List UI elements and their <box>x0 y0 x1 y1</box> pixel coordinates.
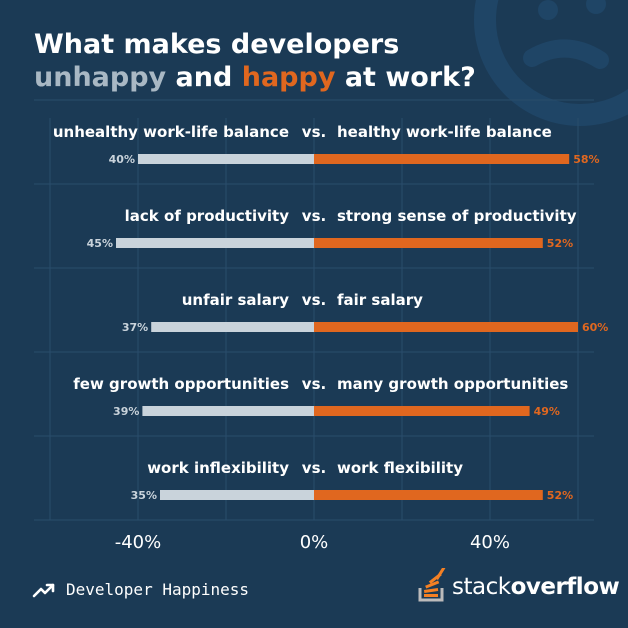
title-line-2: unhappy and happy at work? <box>34 61 476 94</box>
vs-separator: vs. <box>302 459 326 477</box>
stack-overflow-icon <box>418 568 446 602</box>
x-tick-label: 0% <box>300 532 329 553</box>
unhappy-factor-label: unfair salary <box>182 291 289 309</box>
footer: Developer Happiness <box>32 580 249 599</box>
unhappy-value-label: 37% <box>122 321 148 334</box>
happy-factor-label: healthy work-life balance <box>337 123 552 141</box>
happy-value-label: 60% <box>582 321 608 334</box>
logo-word-overflow: overflow <box>510 574 620 600</box>
happy-bar <box>314 154 570 164</box>
logo-text: stackoverflow <box>452 572 620 602</box>
unhappy-bar <box>160 490 314 500</box>
unhappy-bar <box>151 322 314 332</box>
happy-value-label: 49% <box>534 405 560 418</box>
title-happy-word: happy <box>241 62 336 93</box>
x-tick-label: 40% <box>470 532 510 553</box>
chart-title: What makes developers unhappy and happy … <box>34 28 476 94</box>
vs-separator: vs. <box>302 375 326 393</box>
happy-value-label: 52% <box>547 237 573 250</box>
title-tail: at work? <box>335 62 476 93</box>
unhappy-factor-label: lack of productivity <box>125 207 290 225</box>
happy-bar <box>314 322 578 332</box>
happy-factor-label: many growth opportunities <box>337 375 568 393</box>
title-and-word: and <box>166 62 242 93</box>
happy-factor-label: strong sense of productivity <box>337 207 577 225</box>
happy-value-label: 58% <box>573 153 599 166</box>
vs-separator: vs. <box>302 291 326 309</box>
happy-factor-label: work flexibility <box>337 459 463 477</box>
trending-up-icon <box>32 583 55 597</box>
title-unhappy-word: unhappy <box>34 62 167 93</box>
vs-separator: vs. <box>302 207 326 225</box>
happy-factor-label: fair salary <box>337 291 423 309</box>
unhappy-bar <box>142 406 314 416</box>
happy-bar <box>314 238 543 248</box>
unhappy-value-label: 45% <box>87 237 113 250</box>
unhappy-value-label: 39% <box>113 405 139 418</box>
unhappy-bar <box>138 154 314 164</box>
unhappy-bar <box>116 238 314 248</box>
happy-value-label: 52% <box>547 489 573 502</box>
unhappy-factor-label: work inflexibility <box>147 459 289 477</box>
unhappy-value-label: 40% <box>109 153 135 166</box>
happy-bar <box>314 490 543 500</box>
happy-bar <box>314 406 530 416</box>
vs-separator: vs. <box>302 123 326 141</box>
stack-overflow-logo: stackoverflow <box>418 568 620 602</box>
unhappy-factor-label: unhealthy work-life balance <box>53 123 289 141</box>
title-line-1: What makes developers <box>34 29 400 60</box>
unhappy-factor-label: few growth opportunities <box>73 375 289 393</box>
logo-word-stack: stack <box>452 574 511 600</box>
x-tick-label: -40% <box>115 532 162 553</box>
unhappy-value-label: 35% <box>131 489 157 502</box>
footer-text: Developer Happiness <box>66 580 250 599</box>
